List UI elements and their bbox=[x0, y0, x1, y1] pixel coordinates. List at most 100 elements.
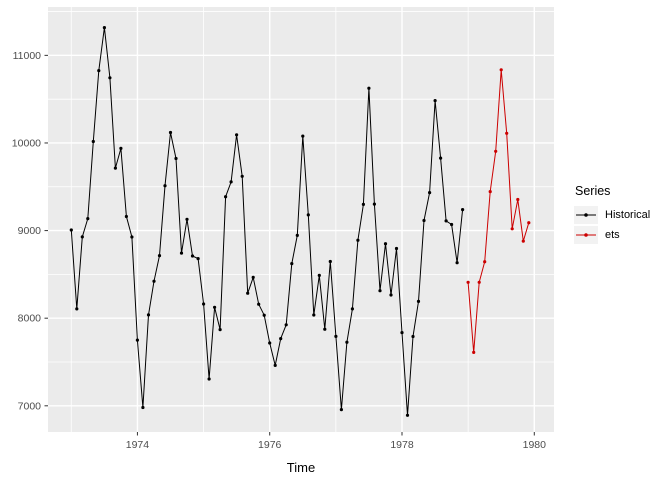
y-tick-label: 7000 bbox=[18, 400, 42, 412]
series-point-historical bbox=[295, 233, 299, 237]
series-point-ets bbox=[472, 350, 476, 354]
series-point-historical bbox=[433, 99, 437, 103]
series-point-historical bbox=[405, 413, 410, 417]
series-point-ets bbox=[521, 239, 525, 243]
series-point-historical bbox=[141, 405, 145, 410]
legend-key-ets bbox=[574, 226, 598, 244]
series-point-historical bbox=[284, 323, 288, 327]
x-tick-label: 1980 bbox=[523, 439, 547, 451]
series-point-historical bbox=[113, 166, 117, 170]
legend-label-ets: ets bbox=[605, 229, 620, 241]
x-axis-title: Time bbox=[286, 460, 316, 475]
series-point-historical bbox=[240, 174, 244, 178]
series-point-historical bbox=[251, 275, 255, 279]
series-point-historical bbox=[428, 191, 432, 195]
series-point-historical bbox=[290, 262, 294, 266]
series-point-historical bbox=[202, 302, 206, 306]
series-point-historical bbox=[411, 334, 415, 339]
y-tick-label: 9000 bbox=[18, 225, 42, 237]
series-point-historical bbox=[394, 246, 399, 251]
series-point-historical bbox=[372, 202, 376, 206]
series-point-historical bbox=[75, 307, 79, 311]
series-point-historical bbox=[461, 208, 465, 212]
series-point-historical bbox=[97, 69, 101, 73]
series-point-historical bbox=[102, 26, 106, 30]
series-point-historical bbox=[328, 259, 332, 264]
series-point-ets bbox=[499, 68, 503, 72]
series-point-historical bbox=[416, 299, 421, 303]
series-point-historical bbox=[69, 228, 73, 232]
series-point-ets bbox=[527, 221, 531, 225]
series-point-historical bbox=[108, 76, 112, 80]
legend-item-ets[interactable]: ets bbox=[574, 226, 650, 244]
series-point-ets bbox=[477, 280, 481, 284]
series-point-historical bbox=[124, 214, 128, 219]
series-point-ets bbox=[488, 190, 492, 194]
series-point-historical bbox=[130, 235, 134, 239]
series-point-ets bbox=[466, 280, 470, 284]
series-point-historical bbox=[361, 202, 365, 206]
series-point-historical bbox=[168, 130, 173, 135]
series-point-historical bbox=[174, 156, 178, 161]
series-point-historical bbox=[86, 217, 90, 221]
legend: Series Historical ets bbox=[574, 184, 650, 246]
legend-glyph-line-point-icon bbox=[576, 213, 596, 217]
series-point-historical bbox=[246, 291, 250, 295]
legend-glyph-line-point-icon bbox=[576, 233, 596, 237]
series-point-historical bbox=[207, 377, 211, 381]
series-point-historical bbox=[389, 293, 393, 297]
series-point-historical bbox=[163, 184, 167, 188]
x-tick-label: 1974 bbox=[126, 439, 150, 451]
series-point-historical bbox=[179, 251, 184, 255]
series-point-historical bbox=[185, 217, 189, 221]
series-point-historical bbox=[157, 254, 162, 258]
series-point-historical bbox=[119, 146, 123, 150]
series-point-historical bbox=[339, 408, 343, 412]
series-point-historical bbox=[383, 242, 388, 246]
series-point-historical bbox=[218, 328, 222, 332]
series-point-historical bbox=[400, 331, 404, 335]
series-point-historical bbox=[279, 337, 283, 341]
legend-item-historical[interactable]: Historical bbox=[574, 206, 650, 224]
series-point-historical bbox=[152, 279, 156, 283]
series-point-historical bbox=[190, 254, 195, 258]
x-tick-label: 1976 bbox=[258, 439, 282, 451]
series-line-historical bbox=[70, 27, 464, 416]
series-line-ets bbox=[467, 69, 530, 353]
legend-key-historical bbox=[574, 206, 598, 224]
y-tick-label: 11000 bbox=[13, 50, 42, 62]
panel-background bbox=[48, 7, 554, 432]
series-point-ets bbox=[516, 197, 520, 202]
series-point-historical bbox=[229, 180, 233, 184]
legend-label-historical: Historical bbox=[605, 209, 651, 221]
series-point-historical bbox=[213, 305, 217, 309]
legend-title: Series bbox=[575, 184, 611, 198]
series-point-historical bbox=[439, 156, 443, 160]
series-point-historical bbox=[378, 289, 382, 293]
series-point-historical bbox=[91, 139, 95, 144]
series-point-historical bbox=[455, 261, 459, 265]
series-point-ets bbox=[494, 149, 498, 153]
y-tick-label: 8000 bbox=[18, 313, 42, 325]
series-point-historical bbox=[444, 219, 448, 223]
series-point-historical bbox=[301, 134, 305, 138]
series-point-historical bbox=[146, 313, 151, 317]
series-point-ets bbox=[483, 260, 487, 264]
series-point-historical bbox=[323, 327, 327, 331]
series-point-historical bbox=[317, 273, 321, 277]
series-point-historical bbox=[273, 363, 277, 367]
series-point-historical bbox=[135, 338, 139, 342]
series-point-historical bbox=[257, 302, 261, 306]
series-point-historical bbox=[224, 195, 228, 199]
y-tick-label: 10000 bbox=[12, 137, 41, 149]
series-point-historical bbox=[80, 235, 84, 239]
series-point-historical bbox=[450, 222, 454, 227]
x-tick-label: 1978 bbox=[390, 439, 414, 451]
series-point-historical bbox=[356, 238, 360, 242]
series-point-historical bbox=[345, 340, 349, 344]
series-point-historical bbox=[235, 133, 239, 137]
series-point-historical bbox=[334, 334, 338, 338]
series-point-historical bbox=[306, 213, 310, 217]
